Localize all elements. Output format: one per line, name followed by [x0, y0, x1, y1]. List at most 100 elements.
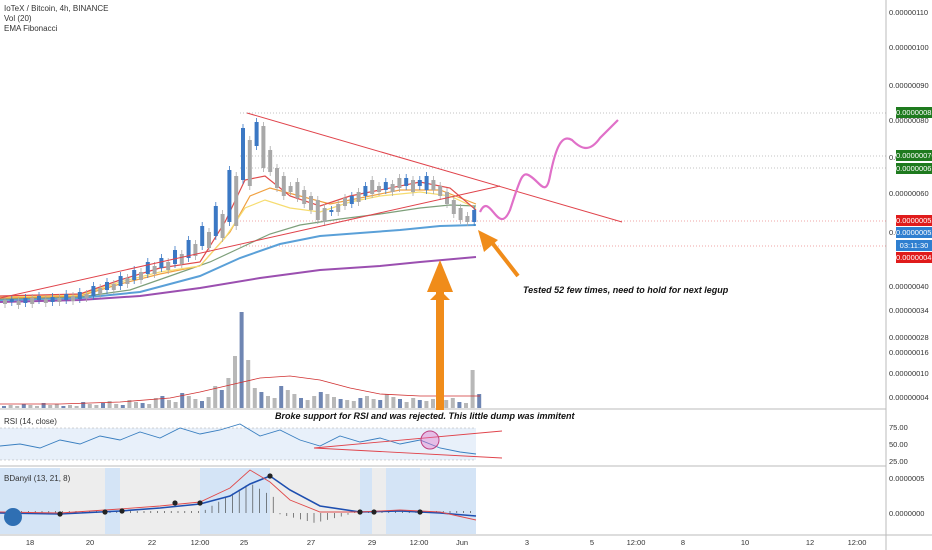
volume-bar [285, 390, 290, 408]
candle [383, 182, 388, 190]
candle [193, 244, 198, 256]
candle [268, 150, 273, 172]
osc-fast-line [0, 469, 477, 521]
volume-bar [173, 402, 178, 408]
ema-blue-line [0, 224, 477, 301]
rsi-band [0, 428, 476, 460]
volume-bar [417, 400, 422, 408]
volume-bar [457, 402, 462, 408]
volume-bar [444, 400, 449, 408]
volume-bar [345, 400, 350, 408]
candle [43, 299, 48, 303]
price-badge-0-00000082: 0.00000082 [896, 107, 932, 118]
volume-bar [114, 404, 119, 408]
candle [207, 232, 211, 248]
time-tick-label: 29 [368, 538, 376, 547]
candle [57, 298, 62, 302]
candle [91, 286, 96, 296]
osc-cross-dot [357, 509, 363, 515]
volume-bar [272, 398, 277, 408]
candle [472, 210, 477, 222]
volume-bar [140, 403, 145, 408]
volume-bar [120, 405, 125, 408]
candle [200, 226, 205, 246]
volume-bar [153, 398, 158, 408]
candle [23, 298, 28, 303]
volume-bar [424, 401, 429, 408]
volume-bar [450, 398, 455, 408]
candle [309, 196, 313, 210]
rsi-pane-label: RSI (14, close) [4, 417, 57, 426]
candle [234, 176, 239, 226]
ascending-trendline [0, 185, 501, 299]
candle [275, 168, 279, 188]
candle [241, 128, 245, 180]
volume-bar [365, 396, 369, 408]
candle [329, 210, 334, 212]
volume-bar [186, 396, 191, 408]
volume-bar [28, 405, 33, 408]
rsi-highlight-circle [420, 430, 440, 450]
volume-bar [180, 393, 185, 408]
volume-bar [411, 398, 416, 408]
ema-label: EMA Fibonacci [4, 24, 58, 33]
osc-highlight-band [430, 468, 476, 534]
up-arrow-shaft [436, 292, 444, 402]
volume-bar [252, 388, 257, 408]
candle [247, 140, 252, 186]
ema-purple-line [0, 256, 477, 303]
volume-bar [378, 400, 383, 408]
rsi-tick-label: 50.00 [889, 440, 908, 449]
candle [213, 206, 218, 236]
volume-label: Vol (20) [4, 14, 32, 23]
osc-pane-label: BDanyil (13, 21, 8) [4, 474, 71, 483]
volume-bar [127, 400, 132, 408]
volume-bar [470, 370, 475, 408]
price-tick-label: 0.00000100 [889, 43, 929, 52]
rsi-support-line [313, 430, 503, 449]
volume-bar [2, 406, 6, 408]
volume-bar [167, 400, 171, 408]
osc-highlight-band [386, 468, 420, 534]
candle [9, 299, 14, 302]
candle [254, 122, 259, 146]
volume-bar [318, 392, 323, 408]
candle [370, 180, 375, 194]
candle [465, 216, 470, 222]
tradingview-logo-icon[interactable] [4, 508, 22, 526]
osc-cross-dot [119, 508, 125, 514]
volume-bar [431, 399, 435, 408]
time-tick-label: 12:00 [191, 538, 210, 547]
time-tick-label: 12:00 [848, 538, 867, 547]
volume-bar [213, 386, 218, 408]
candle [227, 170, 232, 222]
time-tick-label: 10 [741, 538, 749, 547]
volume-bar [226, 378, 231, 408]
descending-trendline [246, 112, 623, 223]
price-tick-label: 0.00000010 [889, 369, 929, 378]
volume-bar [160, 396, 165, 408]
volume-bar [48, 405, 53, 408]
osc-cross-dot [57, 511, 63, 517]
candle [363, 186, 368, 196]
price-badge-0-00000067: 0.00000067 [896, 163, 932, 174]
time-tick-label: 22 [148, 538, 156, 547]
time-tick-label: 25 [240, 538, 248, 547]
projection-path [478, 119, 619, 221]
candle [16, 301, 21, 305]
price-badge-0-00000070: 0.00000070 [896, 150, 932, 161]
volume-bar [384, 394, 389, 408]
volume-bar [358, 398, 363, 408]
candle [132, 270, 137, 280]
diag-arrow-head [478, 230, 498, 252]
rsi-tick-label: 25.00 [889, 457, 908, 466]
volume-bar [107, 401, 112, 408]
volume-bar [61, 406, 66, 408]
candle [281, 176, 286, 196]
volume-bar [299, 398, 303, 408]
volume-bar [312, 396, 317, 408]
volume-bar [351, 401, 356, 408]
volume-bar [134, 402, 138, 408]
candle [152, 266, 157, 274]
candle [30, 298, 35, 304]
